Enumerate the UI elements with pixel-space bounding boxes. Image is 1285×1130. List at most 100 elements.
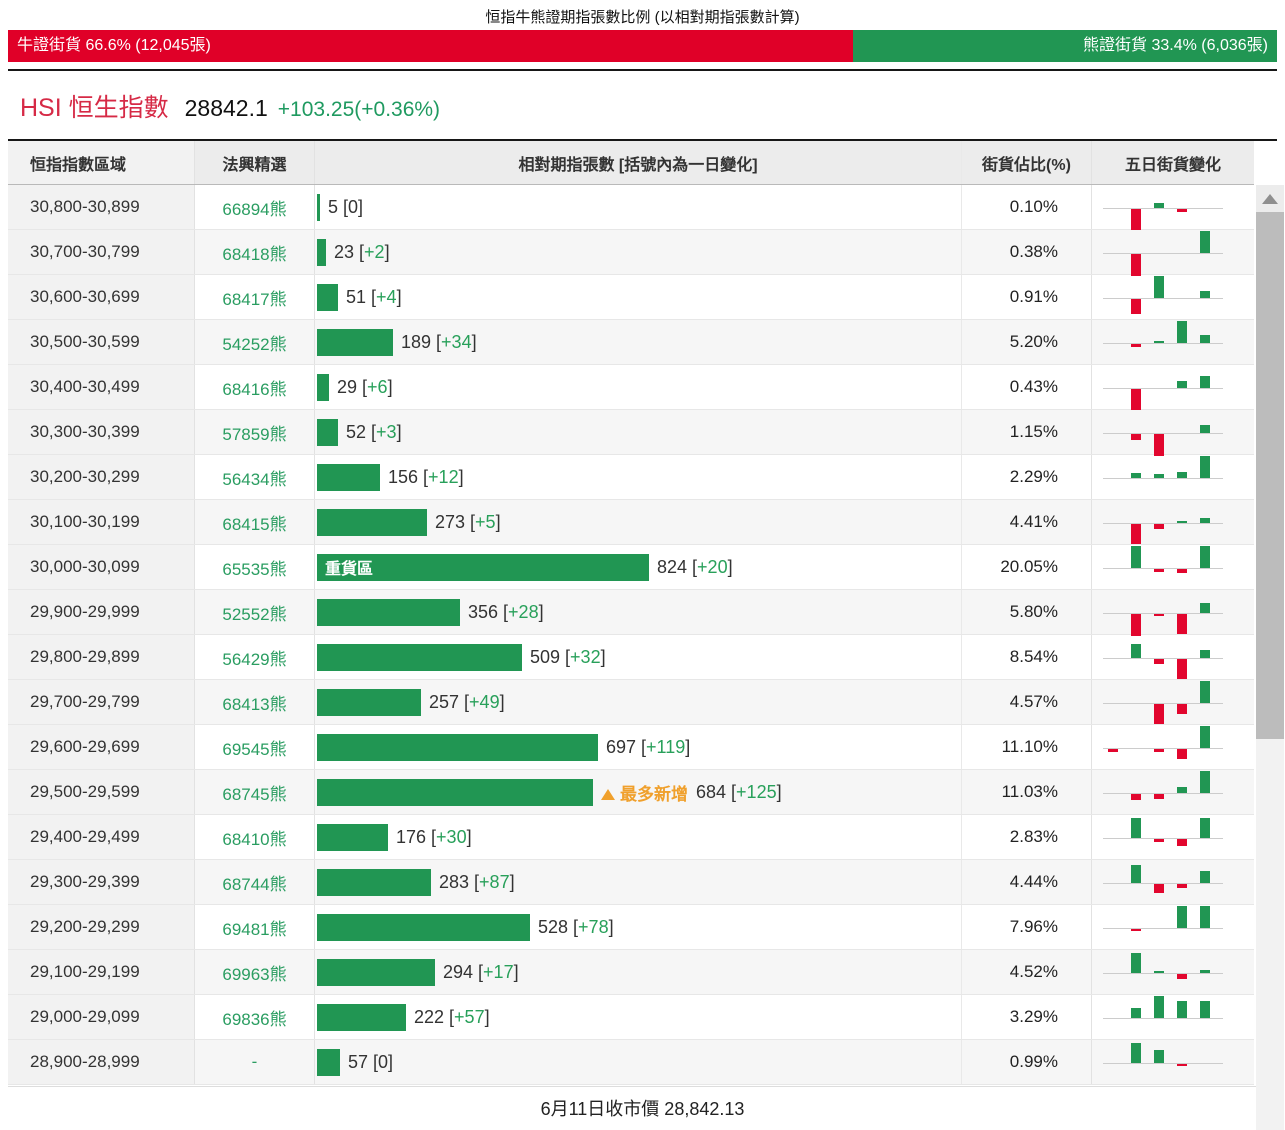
spark-bar [1154,1050,1164,1063]
outstanding-bar [317,1048,340,1076]
spark-bar [1131,1008,1141,1018]
spark-bar [1177,472,1187,478]
table-row: 29,700-29,799 68413熊 257 [+49] 4.57% [8,680,1254,725]
contracts-bar-cell: 重貨區 824 [+20] [315,545,962,589]
spark-bar [1131,524,1141,544]
cert-code-cell[interactable]: - [195,1040,315,1084]
spark-baseline [1103,838,1223,839]
spark-cell [1092,410,1254,456]
index-range-cell: 29,000-29,099 [8,995,195,1039]
spark-bar [1177,906,1187,928]
table-row: 29,500-29,599 68745熊 最多新增 684 [+125] 11.03% [8,770,1254,815]
cert-code-cell[interactable]: 65535熊 [195,545,315,589]
cert-code-cell[interactable]: 68744熊 [195,860,315,904]
cert-code-cell[interactable]: 69481熊 [195,905,315,949]
bar-value: 51 [+4] [346,286,402,307]
outstanding-pct-cell: 4.41% [962,500,1092,544]
spark-bar [1200,681,1210,703]
cert-code-cell[interactable]: 68415熊 [195,500,315,544]
cert-code-cell[interactable]: 68417熊 [195,275,315,319]
spark-bar [1177,381,1187,388]
spark-cell [1092,590,1254,636]
outstanding-bar [317,508,427,536]
cert-code-cell[interactable]: 68410熊 [195,815,315,859]
outstanding-pct-cell: 7.96% [962,905,1092,949]
spark-bar [1200,818,1210,838]
cert-code-cell[interactable]: 56429熊 [195,635,315,679]
scrollbar-thumb[interactable] [1256,212,1284,739]
spark-bar [1200,650,1210,658]
spark-bar [1131,614,1141,636]
index-range-cell: 30,400-30,499 [8,365,195,409]
index-range-cell: 30,800-30,899 [8,185,195,229]
spark-bar [1177,1001,1187,1018]
bear-segment: 熊證街貨 33.4% (6,036張) [853,30,1277,62]
spark-bar [1154,749,1164,752]
table-row: 30,500-30,599 54252熊 189 [+34] 5.20% [8,320,1254,365]
outstanding-bar [317,418,338,446]
outstanding-pct-cell: 2.83% [962,815,1092,859]
table-row: 29,100-29,199 69963熊 294 [+17] 4.52% [8,950,1254,995]
spark-cell [1092,815,1254,859]
scroll-up-button[interactable] [1256,185,1284,212]
spark-bar [1108,749,1118,752]
index-range-cell: 29,900-29,999 [8,590,195,634]
bar-value: 356 [+28] [468,601,544,622]
spark-bar [1131,389,1141,411]
outstanding-pct-cell: 4.44% [962,860,1092,904]
spark-cell [1092,320,1254,364]
spark-cell [1092,680,1254,724]
cert-code-cell[interactable]: 68418熊 [195,230,315,274]
spark-bar [1154,434,1164,456]
cert-code-cell[interactable]: 68745熊 [195,770,315,814]
outstanding-bar [317,193,320,221]
cert-code-cell[interactable]: 54252熊 [195,320,315,364]
contracts-bar-cell: 57 [0] [315,1040,962,1084]
spark-bar [1154,524,1164,529]
cert-code-cell[interactable]: 68413熊 [195,680,315,724]
spark-cell [1092,230,1254,276]
outstanding-bar [317,868,431,896]
table-row: 30,400-30,499 68416熊 29 [+6] 0.43% [8,365,1254,411]
spark-bar [1154,614,1164,616]
bar-value: 257 [+49] [429,691,505,712]
cert-code-cell[interactable]: 69545熊 [195,725,315,769]
bull-segment: 牛證街貨 66.6% (12,045張) [8,30,854,62]
bar-value: 189 [+34] [401,331,477,352]
five-day-spark-chart [1103,815,1223,860]
index-range-cell: 29,100-29,199 [8,950,195,994]
most-added-label: 最多新增 [601,780,688,805]
bar-value: 23 [+2] [334,241,390,262]
cert-code-cell[interactable]: 69836熊 [195,995,315,1039]
spark-bar [1131,209,1141,231]
bar-value: 697 [+119] [606,736,691,757]
bar-value: 824 [+20] [657,556,733,577]
table-row: 30,600-30,699 68417熊 51 [+4] 0.91% [8,275,1254,320]
outstanding-pct-cell: 11.10% [962,725,1092,769]
arrow-up-icon [1262,193,1278,204]
index-range-cell: 30,500-30,599 [8,320,195,364]
outstanding-pct-cell: 4.57% [962,680,1092,724]
spark-baseline [1103,703,1223,704]
spark-baseline [1103,568,1223,569]
cert-code-cell[interactable]: 56434熊 [195,455,315,499]
contracts-bar-cell: 273 [+5] [315,500,962,544]
bar-value: 57 [0] [348,1051,394,1072]
spark-cell [1092,185,1254,231]
spark-bar [1154,884,1164,893]
cert-code-cell[interactable]: 66894熊 [195,185,315,229]
spark-bar [1131,929,1141,931]
index-range-cell: 30,600-30,699 [8,275,195,319]
cert-code-cell[interactable]: 57859熊 [195,410,315,454]
scrollbar[interactable] [1256,185,1284,1130]
cert-code-cell[interactable]: 52552熊 [195,590,315,634]
cert-code-cell[interactable]: 68416熊 [195,365,315,409]
header-relative-contracts: 相對期指張數 [括號內為一日變化] [315,141,962,184]
bar-value: 222 [+57] [414,1006,490,1027]
contracts-bar-cell: 176 [+30] [315,815,962,859]
spark-bar [1200,335,1210,343]
outstanding-bar [317,958,435,986]
cert-code-cell[interactable]: 69963熊 [195,950,315,994]
outstanding-bar [317,823,388,851]
